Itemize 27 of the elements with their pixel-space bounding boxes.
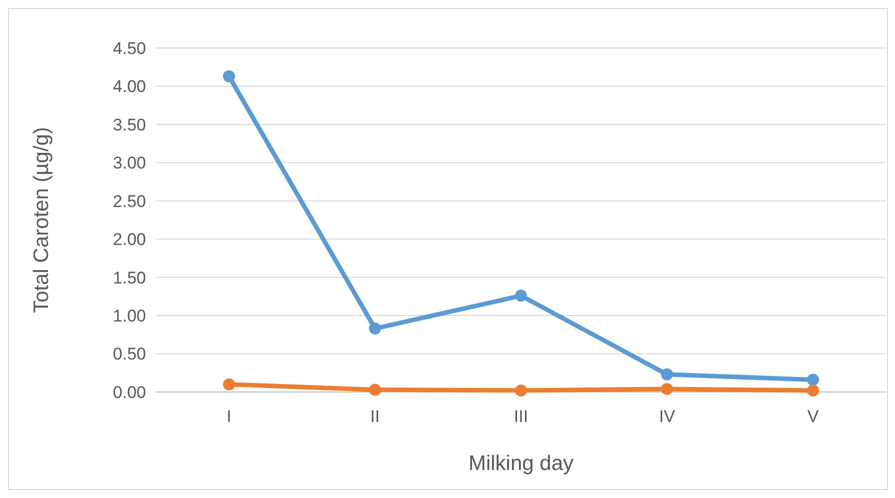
y-axis-title: Total Caroten (µg/g) <box>30 126 53 314</box>
y-tick-label: 2.50 <box>112 192 146 211</box>
point <box>369 322 381 335</box>
x-tick-label: I <box>226 407 232 426</box>
point <box>807 384 819 396</box>
y-tick-label: 0.00 <box>112 382 146 402</box>
point <box>661 382 673 395</box>
y-tick-label: 2.00 <box>112 230 146 250</box>
point <box>807 374 819 386</box>
y-tick-label: 1.00 <box>112 306 146 326</box>
point <box>515 384 527 396</box>
x-axis-title: Milking day <box>468 452 574 475</box>
x-tick-label: III <box>514 407 528 426</box>
x-tick-label: II <box>370 407 380 426</box>
point <box>223 70 235 82</box>
y-tick-label: 3.00 <box>112 154 146 173</box>
y-tick-label: 4.00 <box>112 77 146 96</box>
y-tick-label: 1.50 <box>112 268 146 288</box>
y-tick-label: 0.50 <box>112 344 146 364</box>
x-tick-label: IV <box>658 407 676 426</box>
point <box>661 368 673 380</box>
y-tick-label: 4.50 <box>112 38 146 58</box>
x-tick-label: V <box>807 407 820 426</box>
point <box>223 378 235 390</box>
y-tick-label: 3.50 <box>112 115 146 134</box>
point <box>515 290 527 302</box>
point <box>369 384 381 396</box>
